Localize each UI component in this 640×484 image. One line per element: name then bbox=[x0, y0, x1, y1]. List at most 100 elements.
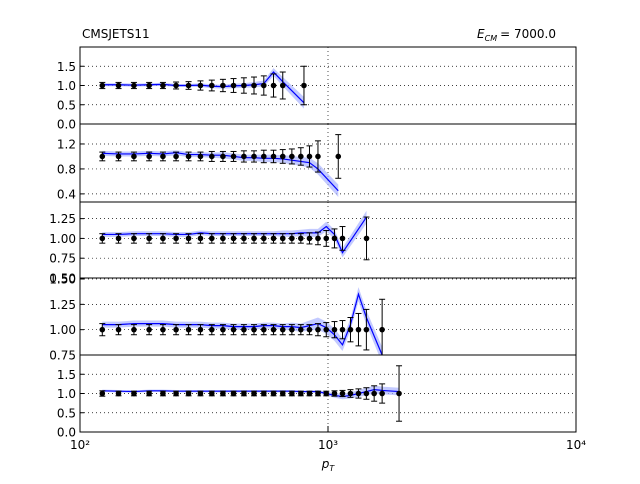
data-point bbox=[339, 326, 346, 333]
data-point bbox=[298, 390, 304, 397]
data-point bbox=[306, 390, 313, 397]
data-point bbox=[279, 153, 286, 160]
data-point bbox=[160, 390, 166, 397]
data-point bbox=[279, 390, 286, 397]
data-point bbox=[131, 390, 137, 397]
data-point bbox=[209, 326, 215, 333]
data-point bbox=[363, 235, 370, 242]
plot-area bbox=[99, 134, 342, 198]
data-point bbox=[220, 153, 226, 160]
x-axis-label: pT bbox=[321, 457, 336, 473]
data-point bbox=[315, 153, 321, 160]
data-point bbox=[99, 326, 106, 333]
data-point bbox=[298, 326, 304, 333]
annotation-subscript: CM bbox=[485, 34, 498, 43]
data-point bbox=[335, 153, 342, 160]
y-tick-label: 1.50 bbox=[49, 273, 76, 287]
mc-band bbox=[102, 150, 339, 198]
data-point bbox=[115, 235, 122, 242]
x-label-subscript: T bbox=[329, 464, 335, 473]
data-point bbox=[363, 326, 370, 333]
data-point bbox=[146, 235, 152, 242]
y-tick-label: 1.5 bbox=[57, 60, 76, 74]
data-point bbox=[115, 153, 122, 160]
data-point bbox=[185, 326, 192, 333]
data-point bbox=[131, 153, 137, 160]
data-point bbox=[279, 326, 286, 333]
data-point bbox=[99, 390, 106, 397]
data-point bbox=[298, 235, 304, 242]
data-point bbox=[261, 390, 267, 397]
data-point bbox=[197, 153, 204, 160]
y-tick-label: 0.4 bbox=[57, 187, 76, 201]
data-point bbox=[251, 235, 257, 242]
x-tick-label: 10³ bbox=[318, 438, 338, 452]
data-point bbox=[270, 326, 277, 333]
x-label-symbol: p bbox=[321, 457, 330, 471]
y-tick-label: 0.50 bbox=[49, 272, 76, 286]
data-point bbox=[379, 326, 385, 333]
data-point bbox=[115, 82, 122, 89]
data-point bbox=[220, 235, 226, 242]
data-point bbox=[173, 235, 179, 242]
data-point bbox=[209, 235, 215, 242]
data-point bbox=[230, 153, 237, 160]
data-point bbox=[131, 235, 137, 242]
plot-area bbox=[99, 65, 307, 109]
data-point bbox=[279, 235, 286, 242]
data-point bbox=[289, 235, 295, 242]
data-point bbox=[355, 390, 362, 397]
y-tick-label: 0.0 bbox=[57, 426, 76, 440]
data-point bbox=[197, 390, 204, 397]
data-point bbox=[396, 390, 402, 397]
data-point bbox=[323, 326, 330, 333]
data-point bbox=[347, 326, 354, 333]
y-tick-label: 1.2 bbox=[57, 137, 76, 151]
data-point bbox=[289, 153, 295, 160]
data-point bbox=[331, 390, 338, 397]
data-point bbox=[339, 235, 346, 242]
axes-bg bbox=[80, 124, 576, 202]
data-point bbox=[363, 390, 370, 397]
data-point bbox=[220, 326, 226, 333]
mc-band bbox=[102, 385, 400, 400]
data-point bbox=[209, 390, 215, 397]
data-point bbox=[241, 82, 247, 89]
axes-bg bbox=[80, 278, 576, 355]
annotation: ECM = 7000.0 bbox=[477, 27, 556, 43]
data-point bbox=[270, 235, 277, 242]
y-tick-label: 0.75 bbox=[49, 252, 76, 266]
data-point bbox=[160, 82, 166, 89]
mc-band bbox=[102, 287, 383, 355]
x-tick-label: 10² bbox=[70, 438, 90, 452]
data-point bbox=[306, 235, 313, 242]
data-point bbox=[331, 235, 338, 242]
data-point bbox=[209, 82, 215, 89]
data-point bbox=[230, 235, 237, 242]
data-point bbox=[371, 390, 377, 397]
data-point bbox=[99, 153, 106, 160]
data-point bbox=[197, 235, 204, 242]
plot-area bbox=[99, 210, 370, 261]
data-point bbox=[115, 390, 122, 397]
data-point bbox=[146, 153, 152, 160]
data-point bbox=[173, 82, 179, 89]
data-point bbox=[251, 153, 257, 160]
data-point bbox=[270, 82, 277, 89]
y-tick-label: 1.0 bbox=[57, 79, 76, 93]
y-tick-label: 0.5 bbox=[57, 98, 76, 112]
data-point bbox=[331, 326, 338, 333]
y-tick-label: 0.5 bbox=[57, 406, 76, 420]
data-point bbox=[306, 326, 313, 333]
data-point bbox=[347, 390, 354, 397]
data-point bbox=[251, 390, 257, 397]
data-point bbox=[173, 390, 179, 397]
data-point bbox=[323, 235, 330, 242]
y-tick-label: 1.25 bbox=[49, 298, 76, 312]
data-point bbox=[241, 326, 247, 333]
plot-area bbox=[99, 287, 386, 355]
data-point bbox=[99, 82, 106, 89]
data-point bbox=[301, 82, 307, 89]
data-point bbox=[315, 390, 321, 397]
